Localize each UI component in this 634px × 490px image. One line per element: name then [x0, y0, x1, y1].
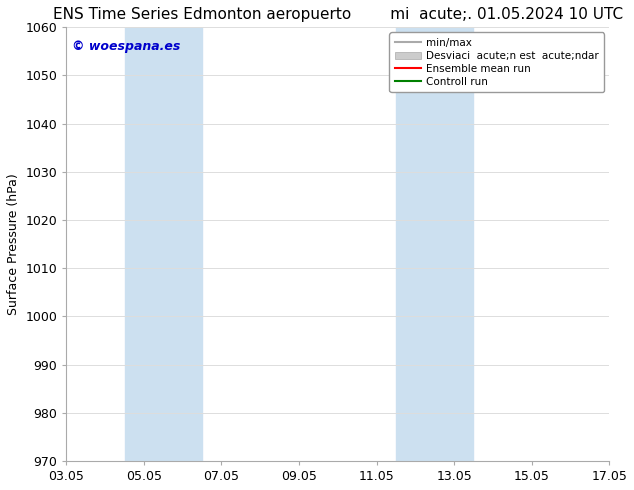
Legend: min/max, Desviaci  acute;n est  acute;ndar, Ensemble mean run, Controll run: min/max, Desviaci acute;n est acute;ndar…	[389, 32, 604, 92]
Y-axis label: Surface Pressure (hPa): Surface Pressure (hPa)	[7, 173, 20, 315]
Bar	[124, 27, 202, 461]
Text: © woespana.es: © woespana.es	[72, 40, 180, 53]
Bar	[396, 27, 474, 461]
Title: ENS Time Series Edmonton aeropuerto        mi  acute;. 01.05.2024 10 UTC: ENS Time Series Edmonton aeropuerto mi a…	[53, 7, 623, 22]
